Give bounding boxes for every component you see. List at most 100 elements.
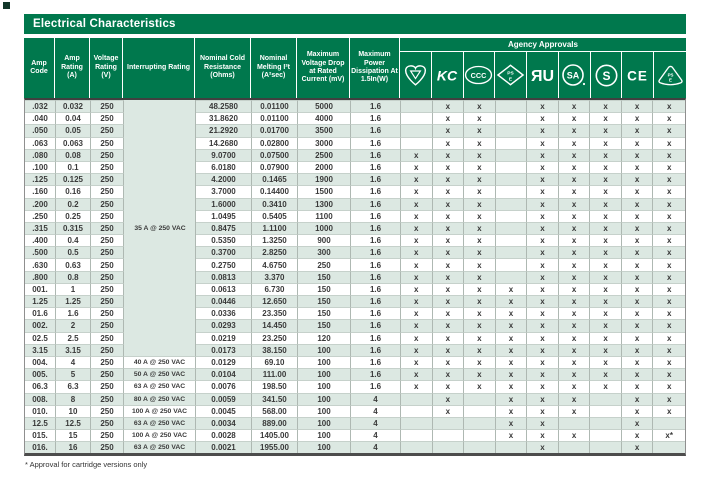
voltage-drop-cell: 1100 <box>298 209 351 222</box>
pse-triangle-approval-cell: x <box>653 246 685 259</box>
csa-approval-cell: x <box>558 209 591 222</box>
power-dissipation-cell: 1.6 <box>351 319 401 332</box>
voltage-drop-cell: 150 <box>298 270 351 283</box>
melting-i2t-cell: 14.450 <box>252 319 298 332</box>
amp-rating-cell: 1.25 <box>56 295 91 308</box>
amp-rating-cell: 6.3 <box>56 380 91 393</box>
pse-diamond-approval-cell: x <box>495 343 528 356</box>
melting-i2t-cell: 889.00 <box>252 416 298 430</box>
voltage-drop-cell: 3000 <box>298 136 351 149</box>
table-row: .500 0.5 250 0.3700 2.8250 300 1.6 x x x x x x x x <box>25 246 685 259</box>
svg-text:PS: PS <box>507 71 514 77</box>
interrupting-rating-cell <box>124 124 196 137</box>
cold-resistance-cell: 1.0495 <box>196 209 252 222</box>
table-row: 01.6 1.6 250 0.0336 23.350 150 1.6 x x x x x x x x x <box>25 307 685 320</box>
table-row: .050 0.05 250 21.2920 0.01700 3500 1.6 x x x x x x x <box>25 124 685 137</box>
amp-code-cell: .040 <box>25 112 56 125</box>
kc-approval-cell: x <box>432 307 465 320</box>
csa-approval-cell: x <box>558 380 591 393</box>
voltage-drop-cell: 100 <box>298 416 351 430</box>
cold-resistance-cell: 0.0446 <box>196 295 252 308</box>
ul-recognized-approval-cell: x <box>527 368 559 381</box>
voltage-rating-cell: 250 <box>91 355 124 369</box>
amp-rating-cell: 0.315 <box>56 221 91 235</box>
pse-triangle-approval-cell: x <box>653 209 685 222</box>
kc-approval-cell: x <box>432 258 465 271</box>
pse-diamond-approval-cell: x <box>495 380 528 393</box>
voltage-rating-cell: 250 <box>91 100 124 113</box>
section-title: Electrical Characteristics <box>33 18 176 30</box>
col-header-amp-code: Amp Code <box>24 38 55 98</box>
kc-approval-cell: x <box>432 355 465 369</box>
vde-approval-cell: x <box>401 355 433 369</box>
kc-approval-cell: x <box>432 197 465 210</box>
table-row: .200 0.2 250 1.6000 0.3410 1300 1.6 x x x x x x x x <box>25 197 685 210</box>
ce-approval-cell: x <box>621 307 654 320</box>
kc-approval-cell: x <box>432 404 465 417</box>
ce-approval-cell: x <box>621 295 654 308</box>
voltage-drop-cell: 120 <box>298 331 351 344</box>
amp-rating-cell: 0.63 <box>56 258 91 271</box>
table-row: .080 0.08 250 9.0700 0.07500 2500 1.6 x x x x x x x x <box>25 148 685 161</box>
ce-approval-cell: x <box>621 355 654 369</box>
voltage-drop-cell: 150 <box>298 319 351 332</box>
s-mark-approval-cell: x <box>590 319 622 332</box>
pse-triangle-approval-cell: x <box>653 197 685 210</box>
cold-resistance-cell: 0.0076 <box>196 380 252 393</box>
csa-approval-cell: x <box>558 100 591 113</box>
amp-code-cell: .125 <box>25 173 56 186</box>
csa-approval-cell: x <box>558 148 591 161</box>
table-row: 3.15 3.15 250 0.0173 38.150 100 1.6 x x x x x x x x x <box>25 343 685 356</box>
vde-approval-cell: x <box>401 368 433 381</box>
power-dissipation-cell: 1.6 <box>351 148 401 161</box>
amp-rating-cell: 0.08 <box>56 148 91 161</box>
vde-approval-cell: x <box>401 295 433 308</box>
voltage-drop-cell: 100 <box>298 441 351 454</box>
cold-resistance-cell: 3.7000 <box>196 185 252 198</box>
s-mark-approval-cell: x <box>590 343 622 356</box>
melting-i2t-cell: 0.07500 <box>252 148 298 161</box>
agency-approvals-header: Agency Approvals <box>400 38 686 52</box>
s-mark-approval-cell: x <box>590 148 622 161</box>
amp-code-cell: 005. <box>25 368 56 381</box>
voltage-rating-cell: 250 <box>91 319 124 332</box>
voltage-rating-cell: 250 <box>91 416 124 430</box>
ce-approval-cell: x <box>621 197 654 210</box>
svg-text:CCC: CCC <box>471 71 487 80</box>
voltage-rating-cell: 250 <box>91 148 124 161</box>
ccc-approval-cell: x <box>464 209 496 222</box>
svg-text:E: E <box>669 77 672 82</box>
pse-triangle-approval-cell: x <box>653 343 685 356</box>
vde-approval-cell: x <box>401 173 433 186</box>
amp-code-cell: 004. <box>25 355 56 369</box>
voltage-drop-cell: 2000 <box>298 160 351 174</box>
ce-approval-cell: x <box>621 100 654 113</box>
cold-resistance-cell: 0.8475 <box>196 221 252 235</box>
amp-rating-cell: 0.1 <box>56 160 91 174</box>
cold-resistance-cell: 0.0813 <box>196 270 252 283</box>
table-row: .100 0.1 250 6.0180 0.07900 2000 1.6 x x x x x x x x <box>25 160 685 174</box>
ce-approval-cell: x <box>621 258 654 271</box>
pse-triangle-approval-cell: x <box>653 160 685 174</box>
ccc-icon: CCC <box>463 52 496 98</box>
pse-triangle-approval-cell: x <box>653 368 685 381</box>
cold-resistance-cell: 4.2000 <box>196 173 252 186</box>
ul-recognized-approval-cell: x <box>527 234 559 247</box>
pse-diamond-approval-cell <box>495 185 528 198</box>
csa-approval-cell: x <box>558 270 591 283</box>
melting-i2t-cell: 1405.00 <box>252 429 298 442</box>
agency-approvals-icons: KC CCC PS E ЯU SA S CE PS E <box>400 52 686 98</box>
amp-rating-cell: 12.5 <box>56 416 91 430</box>
ccc-approval-cell: x <box>464 124 496 137</box>
ce-approval-cell: x <box>621 404 654 417</box>
power-dissipation-cell: 4 <box>351 441 401 454</box>
ce-approval-cell: x <box>621 209 654 222</box>
cold-resistance-cell: 0.0173 <box>196 343 252 356</box>
voltage-rating-cell: 250 <box>91 295 124 308</box>
pse-diamond-approval-cell <box>495 221 528 235</box>
interrupting-rating-cell <box>124 282 196 295</box>
melting-i2t-cell: 111.00 <box>252 368 298 381</box>
ul-recognized-approval-cell: x <box>527 100 559 113</box>
ccc-approval-cell: x <box>464 368 496 381</box>
col-header-voltage-drop: Maximum Voltage Drop at Rated Current (m… <box>297 38 350 98</box>
